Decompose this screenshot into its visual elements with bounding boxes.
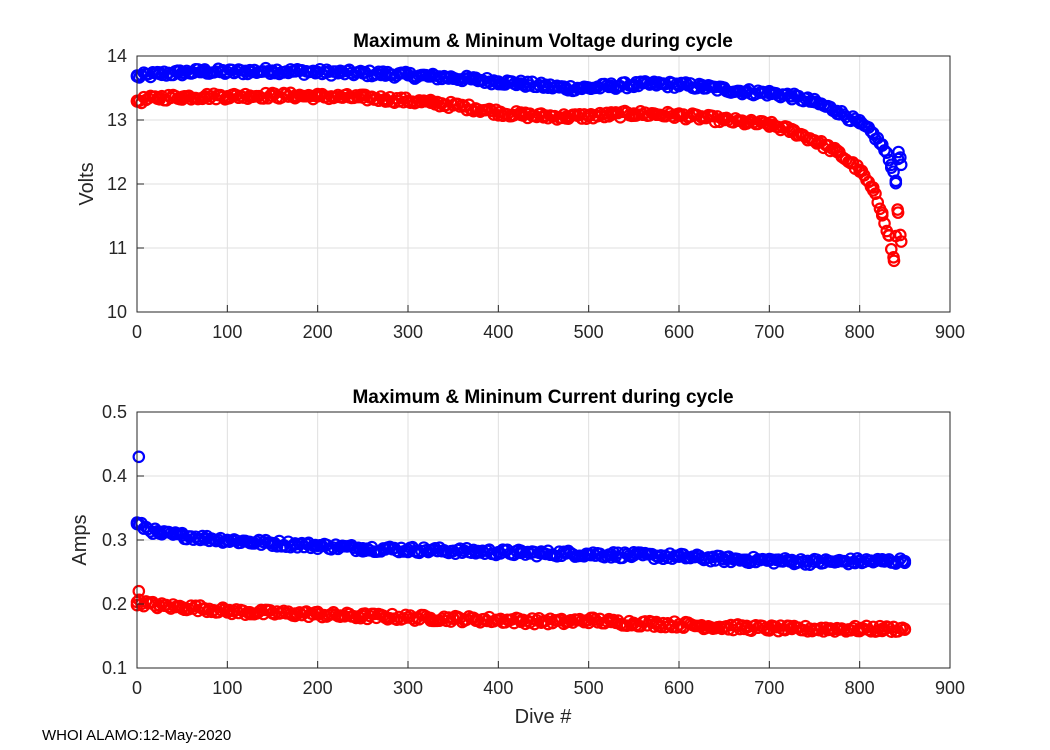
current-minimum-marker — [153, 599, 166, 612]
voltage-minimum-marker — [866, 181, 880, 194]
voltage-maximum-marker — [372, 65, 385, 79]
current-y-tick-label: 0.4 — [102, 466, 127, 486]
current-ticks: 0 100 200 300 400 500 600 700 800 900 0.1 0.2 0.3 0.4… — [102, 402, 965, 698]
voltage-y-tick-label: 11 — [108, 238, 127, 258]
voltage-y-tick-label: 10 — [107, 302, 127, 322]
current-x-tick-label: 800 — [845, 678, 875, 698]
voltage-y-tick-label: 12 — [107, 174, 127, 194]
voltage-maximum-marker — [880, 146, 894, 160]
current-y-tick-label: 0.5 — [102, 402, 127, 422]
voltage-maximum-marker — [878, 144, 891, 157]
current-maximum-marker — [132, 450, 146, 464]
current-minimum-marker — [214, 603, 227, 617]
voltage-minimum-marker — [875, 209, 889, 222]
current-minimum-marker — [198, 602, 212, 616]
voltage-panel: 0 100 200 300 400 500 600 700 800 900 10 11 12 13 14 M… — [76, 31, 965, 342]
voltage-x-tick-label: 900 — [935, 322, 965, 342]
current-minimum-marker — [896, 621, 909, 635]
voltage-minimum-marker — [390, 91, 404, 105]
current-maximum-marker — [221, 533, 234, 547]
current-markers — [130, 450, 912, 638]
current-y-tick-label: 0.1 — [102, 658, 127, 678]
voltage-x-tick-label: 800 — [845, 322, 875, 342]
voltage-y-tick-label: 14 — [107, 46, 127, 66]
current-x-tick-label: 300 — [393, 678, 423, 698]
current-x-axis-label: Dive # — [515, 706, 573, 728]
current-x-tick-label: 400 — [483, 678, 513, 698]
current-panel: 0 100 200 300 400 500 600 700 800 900 0.1 0.2 0.3 0.4… — [69, 387, 965, 728]
current-maximum-marker — [464, 546, 478, 559]
current-y-tick-label: 0.2 — [102, 594, 127, 614]
voltage-x-tick-label: 300 — [393, 322, 423, 342]
voltage-minimum-marker — [884, 242, 898, 256]
voltage-maximum-marker — [406, 70, 419, 83]
current-y-tick-label: 0.3 — [102, 530, 127, 550]
voltage-y-axis-label: Volts — [76, 162, 98, 205]
voltage-minimum-marker — [349, 89, 363, 102]
voltage-minimum-marker — [320, 90, 333, 104]
voltage-maximum-marker — [833, 108, 846, 121]
current-minimum-marker — [399, 608, 413, 622]
current-maximum-marker — [263, 536, 277, 549]
voltage-x-tick-label: 600 — [664, 322, 694, 342]
voltage-minimum-marker — [873, 202, 887, 216]
current-minimum-marker — [898, 623, 912, 637]
voltage-minimum-marker — [871, 196, 885, 209]
current-x-tick-label: 100 — [212, 678, 242, 698]
voltage-minimum-marker — [869, 187, 882, 200]
current-maximum-marker — [796, 555, 810, 568]
current-maximum-marker — [166, 528, 180, 541]
voltage-maximum-marker — [239, 64, 252, 78]
current-minimum-marker — [670, 620, 684, 634]
current-maximum-marker — [896, 554, 909, 568]
current-minimum-marker — [625, 618, 638, 632]
voltage-maximum-marker — [135, 68, 148, 82]
footer-stamp: WHOI ALAMO:12-May-2020 — [42, 727, 232, 744]
voltage-minimum-marker — [772, 120, 785, 134]
voltage-markers — [130, 61, 908, 268]
voltage-x-tick-label: 0 — [132, 322, 142, 342]
voltage-maximum-marker — [889, 176, 903, 190]
voltage-maximum-marker — [894, 151, 907, 164]
voltage-x-tick-label: 100 — [212, 322, 242, 342]
voltage-maximum-marker — [882, 153, 896, 167]
voltage-minimum-marker — [433, 99, 446, 113]
voltage-minimum-marker — [891, 206, 905, 219]
current-x-tick-label: 500 — [574, 678, 604, 698]
voltage-maximum-marker — [887, 165, 900, 179]
voltage-maximum-marker — [336, 65, 349, 78]
voltage-x-tick-label: 200 — [303, 322, 333, 342]
voltage-minimum-marker — [887, 251, 900, 264]
current-x-tick-label: 0 — [132, 678, 142, 698]
current-maximum-marker — [349, 544, 363, 558]
voltage-minimum-marker — [304, 89, 318, 103]
current-maximum-marker — [898, 556, 912, 570]
current-minimum-marker — [275, 606, 288, 620]
voltage-maximum-marker — [178, 66, 191, 79]
current-x-tick-label: 700 — [754, 678, 784, 698]
voltage-maximum-marker — [892, 145, 905, 159]
current-maximum-marker — [636, 548, 650, 562]
current-y-axis-label: Amps — [69, 514, 91, 565]
voltage-x-tick-label: 400 — [483, 322, 513, 342]
current-maximum-marker — [792, 555, 805, 569]
voltage-chart-title: Maximum & Mininum Voltage during cycle — [353, 31, 733, 52]
voltage-x-tick-label: 700 — [754, 322, 784, 342]
voltage-x-tick-label: 500 — [574, 322, 604, 342]
voltage-y-tick-label: 13 — [107, 110, 127, 130]
voltage-minimum-marker — [878, 217, 891, 230]
current-minimum-marker — [837, 623, 851, 636]
voltage-maximum-marker — [153, 66, 166, 79]
current-x-tick-label: 600 — [664, 678, 694, 698]
current-chart-title: Maximum & Mininum Current during cycle — [352, 387, 733, 408]
current-x-tick-label: 200 — [303, 678, 333, 698]
voltage-minimum-marker — [539, 109, 553, 122]
voltage-minimum-marker — [894, 228, 907, 242]
voltage-ticks: 0 100 200 300 400 500 600 700 800 900 10 11 12 13 14 — [107, 46, 965, 342]
voltage-maximum-marker — [670, 77, 684, 91]
current-x-tick-label: 900 — [935, 678, 965, 698]
